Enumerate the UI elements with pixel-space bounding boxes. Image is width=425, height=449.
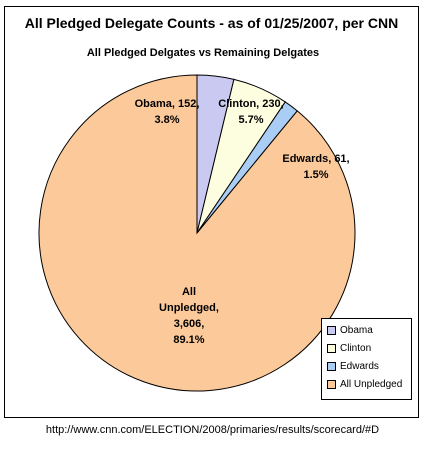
legend-item-obama: Obama	[327, 323, 373, 337]
legend-label: Clinton	[340, 342, 372, 354]
legend-swatch	[327, 379, 336, 389]
legend-swatch	[327, 343, 336, 353]
data-label-all-unpledged: All Unpledged, 3,606, 89.1%	[159, 286, 219, 346]
pie-slice-all-unpledged	[38, 74, 356, 392]
legend-item-all-unpledged: All Unpledged	[327, 377, 402, 391]
chart-area: All Pledged Delegate Counts - as of 01/2…	[4, 6, 419, 418]
data-label-obama: Obama, 152, 3.8%	[135, 98, 200, 126]
legend-label: All Unpledged	[340, 378, 403, 390]
legend: Obama Clinton Edwards All Unpledged	[321, 318, 412, 400]
legend-item-edwards: Edwards	[327, 359, 379, 373]
legend-item-clinton: Clinton	[327, 341, 371, 355]
data-label-clinton: Clinton, 230, 5.7%	[218, 98, 283, 126]
chart-title: All Pledged Delegate Counts - as of 01/2…	[24, 15, 399, 31]
legend-label: Obama	[340, 324, 373, 336]
chart-subtitle: All Pledged Delgates vs Remaining Delgat…	[86, 47, 320, 59]
legend-swatch	[327, 325, 336, 335]
legend-swatch	[327, 361, 336, 371]
legend-label: Edwards	[340, 360, 379, 372]
source-url[interactable]: http://www.cnn.com/ELECTION/2008/primari…	[45, 424, 380, 436]
pie-chart: Obama, 152, 3.8% Clinton, 230, 5.7% Edwards,…	[38, 74, 356, 392]
data-label-edwards: Edwards, 61, 1.5%	[282, 153, 349, 181]
